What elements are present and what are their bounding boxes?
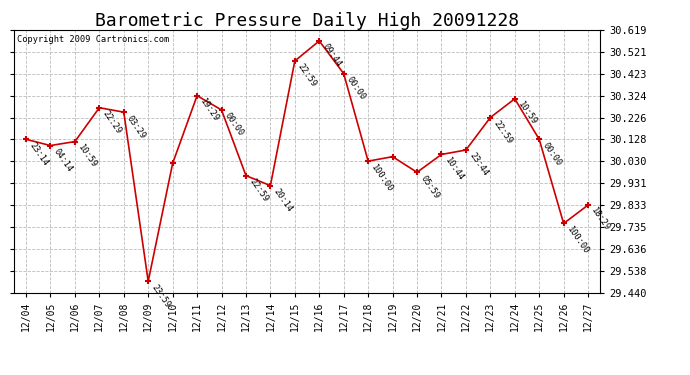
Text: 18:29: 18:29 [589,206,612,233]
Text: 100:00: 100:00 [370,162,395,194]
Title: Barometric Pressure Daily High 20091228: Barometric Pressure Daily High 20091228 [95,12,519,30]
Text: 22:59: 22:59 [492,119,514,146]
Text: 22:59: 22:59 [247,177,270,204]
Text: 22:59: 22:59 [296,62,319,89]
Text: 10:59: 10:59 [516,100,539,127]
Text: 00:00: 00:00 [345,75,368,102]
Text: 20:14: 20:14 [272,187,294,214]
Text: 00:00: 00:00 [223,111,246,138]
Text: 23:59: 23:59 [150,283,172,309]
Text: 19:29: 19:29 [199,97,221,124]
Text: 23:14: 23:14 [28,141,50,167]
Text: 10:44: 10:44 [443,156,465,183]
Text: 04:14: 04:14 [52,147,75,174]
Text: Copyright 2009 Cartronics.com: Copyright 2009 Cartronics.com [17,35,169,44]
Text: 00:00: 00:00 [540,141,563,167]
Text: 100:00: 100:00 [565,225,591,256]
Text: 03:29: 03:29 [125,114,148,140]
Text: 05:59: 05:59 [418,174,441,200]
Text: 22:29: 22:29 [101,109,123,136]
Text: 09:44: 09:44 [321,42,343,69]
Text: 10:59: 10:59 [77,143,99,170]
Text: 23:44: 23:44 [467,152,490,178]
